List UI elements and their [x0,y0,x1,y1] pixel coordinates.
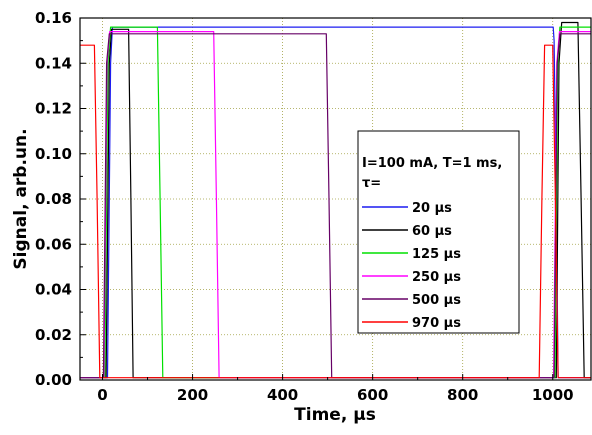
y-axis-title: Signal, arb.un. [11,128,31,269]
legend-title-line1: I=100 mA, T=1 ms, [362,156,502,171]
series-layer [80,21,591,379]
x-tick-label: 800 [447,386,478,404]
x-tick-label: 400 [267,386,298,404]
legend-entries: 20 µs 60 µs 125 µs 250 µs 500 µs 970 µs [362,201,461,331]
y-tick-label: 0.14 [35,54,72,72]
legend-label-5: 970 µs [412,316,461,331]
legend-label-4: 500 µs [412,293,461,308]
legend-label-0: 20 µs [412,201,452,216]
legend-title-line2: τ= [362,176,381,191]
y-tick-label: 0.02 [35,326,72,344]
x-tick-label: 0 [97,386,107,404]
y-tick-label: 0.00 [35,371,72,389]
legend-label-1: 60 µs [412,224,452,239]
series-line-4 [80,33,591,379]
legend-label-3: 250 µs [412,270,461,285]
legend-label-2: 125 µs [412,247,461,262]
x-axis-title: Time, µs [294,405,376,425]
y-tick-label: 0.10 [35,145,72,163]
y-tick-label: 0.04 [35,281,72,299]
tick-layer: 0 200 400 600 800 1000 0.00 0.02 0.04 0.06 0.08 0.1… [35,9,574,404]
x-tick-label: 1000 [532,386,574,404]
y-tick-label: 0.08 [35,190,72,208]
y-tick-label: 0.16 [35,9,72,27]
x-tick-label: 200 [177,386,208,404]
x-tick-label: 600 [357,386,388,404]
legend: I=100 mA, T=1 ms, τ= 20 µs 60 µs 125 µs 250… [357,130,520,334]
y-tick-label: 0.12 [35,100,72,118]
y-tick-label: 0.06 [35,235,72,253]
series-line-5 [80,44,591,379]
